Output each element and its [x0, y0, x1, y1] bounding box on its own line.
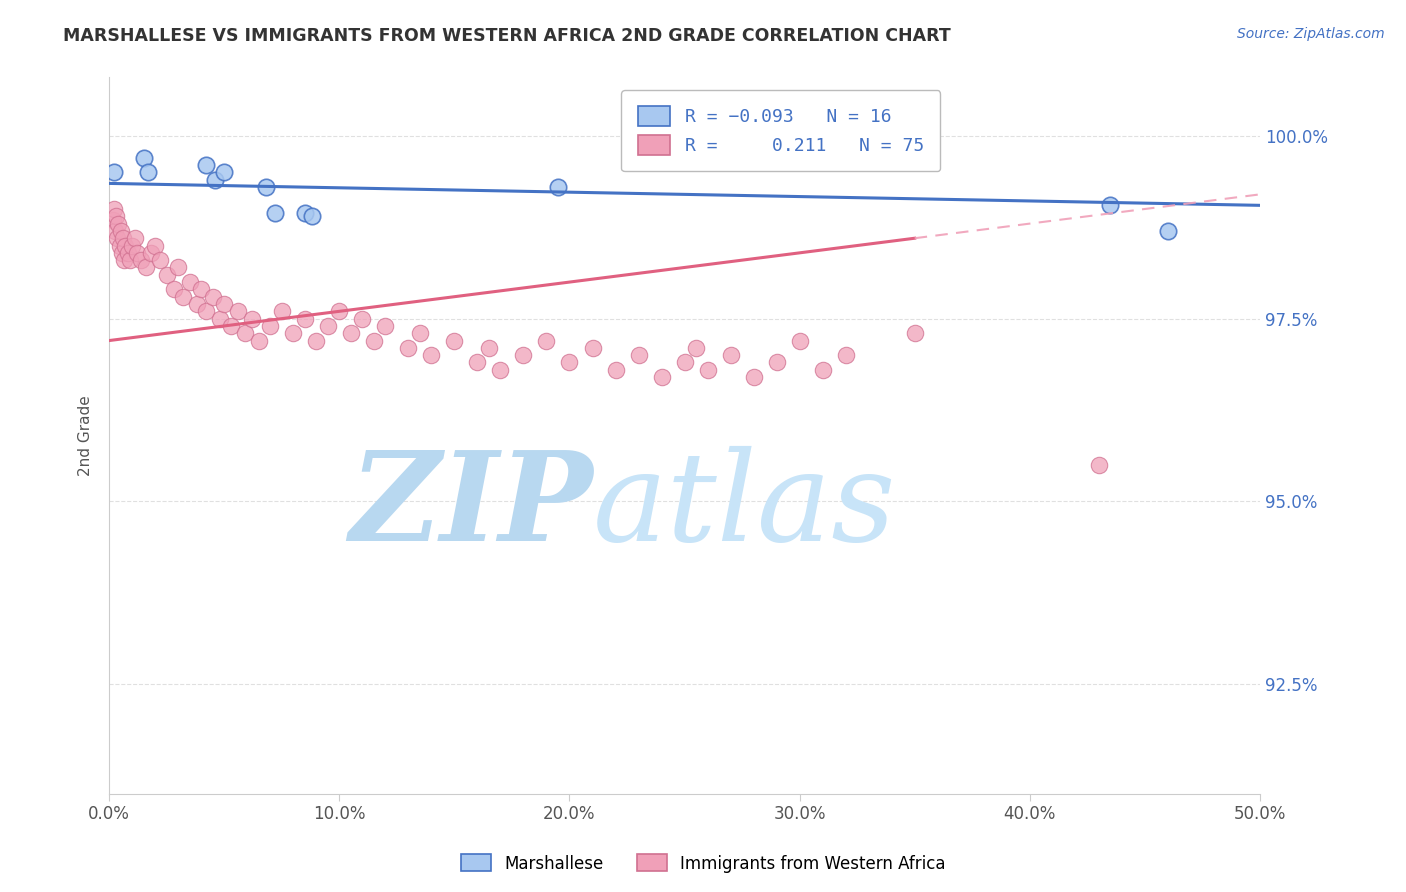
- Point: [512, 348, 534, 362]
- Point: [536, 334, 558, 348]
- Point: [264, 205, 287, 219]
- Point: [214, 297, 236, 311]
- Point: [194, 158, 217, 172]
- Point: [186, 297, 208, 311]
- Text: atlas: atlas: [592, 446, 896, 568]
- Point: [696, 363, 718, 377]
- Point: [124, 231, 146, 245]
- Point: [254, 180, 277, 194]
- Point: [685, 341, 707, 355]
- Point: [742, 370, 765, 384]
- Point: [765, 355, 787, 369]
- Point: [547, 180, 569, 194]
- Point: [294, 311, 316, 326]
- Text: ZIP: ZIP: [349, 446, 592, 568]
- Point: [1157, 224, 1180, 238]
- Point: [904, 326, 927, 341]
- Point: [103, 202, 125, 216]
- Point: [125, 245, 148, 260]
- Point: [363, 334, 385, 348]
- Point: [132, 151, 155, 165]
- Legend: Marshallese, Immigrants from Western Africa: Marshallese, Immigrants from Western Afr…: [454, 847, 952, 880]
- Point: [420, 348, 443, 362]
- Point: [208, 311, 231, 326]
- Point: [105, 231, 128, 245]
- Point: [121, 238, 143, 252]
- Point: [489, 363, 512, 377]
- Point: [301, 209, 323, 223]
- Point: [101, 213, 124, 227]
- Point: [720, 136, 742, 151]
- Point: [112, 253, 135, 268]
- Point: [149, 253, 172, 268]
- Point: [117, 245, 139, 260]
- Point: [627, 348, 650, 362]
- Point: [135, 260, 157, 275]
- Point: [112, 231, 135, 245]
- Point: [316, 318, 339, 333]
- Point: [443, 334, 465, 348]
- Point: [720, 348, 742, 362]
- Point: [1087, 458, 1109, 472]
- Point: [811, 363, 834, 377]
- Point: [139, 245, 162, 260]
- Y-axis label: 2nd Grade: 2nd Grade: [79, 395, 93, 476]
- Point: [233, 326, 256, 341]
- Point: [204, 173, 226, 187]
- Point: [104, 224, 127, 238]
- Text: Source: ZipAtlas.com: Source: ZipAtlas.com: [1237, 27, 1385, 41]
- Point: [294, 205, 316, 219]
- Point: [190, 282, 212, 296]
- Point: [834, 348, 856, 362]
- Point: [156, 268, 179, 282]
- Point: [201, 290, 224, 304]
- Point: [226, 304, 249, 318]
- Point: [651, 370, 673, 384]
- Point: [131, 253, 153, 268]
- Text: MARSHALLESE VS IMMIGRANTS FROM WESTERN AFRICA 2ND GRADE CORRELATION CHART: MARSHALLESE VS IMMIGRANTS FROM WESTERN A…: [63, 27, 950, 45]
- Point: [179, 275, 201, 289]
- Point: [214, 165, 236, 179]
- Point: [111, 245, 134, 260]
- Point: [558, 355, 581, 369]
- Point: [396, 341, 419, 355]
- Point: [194, 304, 217, 318]
- Point: [1099, 198, 1122, 212]
- Point: [143, 238, 166, 252]
- Legend: R = −0.093   N = 16, R =     0.211   N = 75: R = −0.093 N = 16, R = 0.211 N = 75: [621, 90, 941, 171]
- Point: [167, 260, 190, 275]
- Point: [340, 326, 363, 341]
- Point: [581, 341, 603, 355]
- Point: [478, 341, 501, 355]
- Point: [409, 326, 432, 341]
- Point: [118, 253, 141, 268]
- Point: [103, 165, 125, 179]
- Point: [105, 209, 128, 223]
- Point: [305, 334, 328, 348]
- Point: [110, 224, 132, 238]
- Point: [108, 238, 131, 252]
- Point: [789, 334, 811, 348]
- Point: [114, 238, 136, 252]
- Point: [673, 355, 696, 369]
- Point: [240, 311, 263, 326]
- Point: [107, 217, 129, 231]
- Point: [172, 290, 194, 304]
- Point: [270, 304, 292, 318]
- Point: [259, 318, 281, 333]
- Point: [467, 355, 489, 369]
- Point: [605, 363, 627, 377]
- Point: [163, 282, 186, 296]
- Point: [247, 334, 270, 348]
- Point: [138, 165, 160, 179]
- Point: [219, 318, 242, 333]
- Point: [374, 318, 396, 333]
- Point: [352, 311, 374, 326]
- Point: [328, 304, 350, 318]
- Point: [283, 326, 305, 341]
